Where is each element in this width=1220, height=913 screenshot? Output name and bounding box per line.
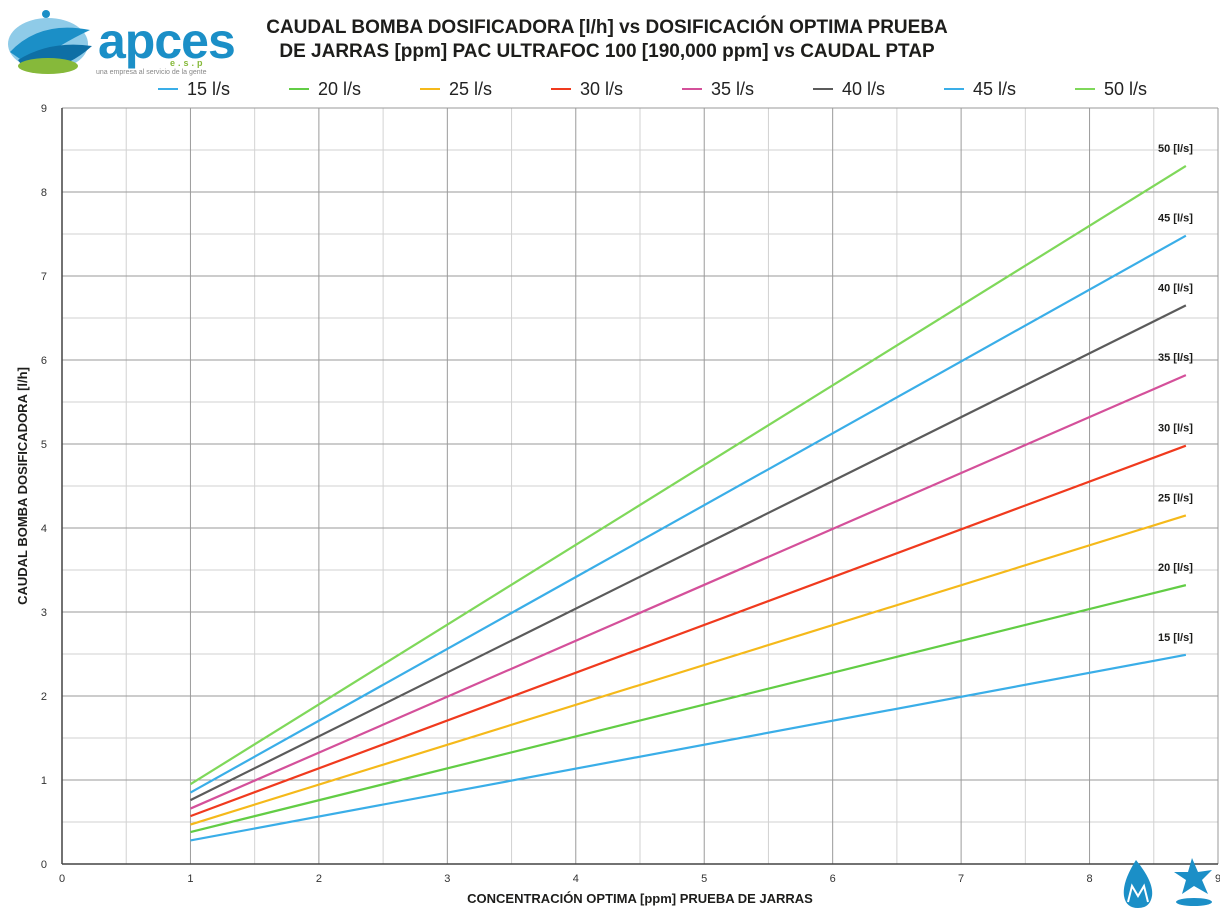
y-tick-label: 4 <box>41 523 47 535</box>
series-end-label: 30 [l/s] <box>1158 423 1193 435</box>
series-end-label: 40 [l/s] <box>1158 282 1193 294</box>
chart-title: CAUDAL BOMBA DOSIFICADORA [l/h] vs DOSIF… <box>222 16 992 64</box>
water-drop-logo-icon <box>8 10 92 74</box>
legend-item: 50 l/s <box>1075 78 1147 100</box>
legend-item: 25 l/s <box>420 78 492 100</box>
legend-swatch <box>813 88 833 90</box>
x-tick-label: 0 <box>59 873 65 885</box>
y-tick-label: 3 <box>41 607 47 619</box>
series-end-labels: 15 [l/s] 20 [l/s] 25 [l/s] 30 [l/s] 35 [l/s]… <box>1158 143 1193 644</box>
legend-item: 20 l/s <box>289 78 361 100</box>
y-tick-label: 0 <box>41 859 47 871</box>
y-tick-label: 5 <box>41 439 47 451</box>
legend-swatch <box>289 88 309 90</box>
legend-label: 50 l/s <box>1104 78 1148 99</box>
series-line <box>190 653 1187 842</box>
series-line <box>190 584 1187 834</box>
legend-swatch <box>682 88 702 90</box>
series-line <box>189 304 1187 802</box>
series-end-label: 45 [l/s] <box>1158 213 1193 225</box>
y-tick-label: 8 <box>41 187 47 199</box>
minor-gridlines <box>62 108 1218 864</box>
legend-swatch <box>158 88 178 90</box>
y-tick-label: 7 <box>41 271 47 283</box>
x-tick-label: 9 <box>1215 873 1220 885</box>
series-end-label: 25 [l/s] <box>1158 492 1193 504</box>
x-tick-label: 6 <box>830 873 836 885</box>
series-line <box>189 165 1187 786</box>
x-tick-label: 3 <box>444 873 450 885</box>
corner-logos <box>1123 858 1212 908</box>
y-tick-label: 2 <box>41 691 47 703</box>
legend-swatch <box>420 88 440 90</box>
chart-title-line-1: CAUDAL BOMBA DOSIFICADORA [l/h] vs DOSIF… <box>266 17 948 38</box>
chart-axes <box>61 108 1218 865</box>
x-tick-label: 7 <box>958 873 964 885</box>
logo-suffix: e.s.p <box>170 58 206 68</box>
x-tick-label: 2 <box>316 873 322 885</box>
legend-label: 40 l/s <box>842 78 886 99</box>
series-lines <box>189 165 1187 842</box>
y-tick-label: 9 <box>41 103 47 115</box>
mm-logo-icon <box>1123 860 1153 908</box>
legend-label: 20 l/s <box>318 78 362 99</box>
series-line <box>189 234 1187 794</box>
series-line <box>190 374 1187 810</box>
legend-item: 40 l/s <box>813 78 885 100</box>
logo-tagline: una empresa al servicio de la gente <box>96 69 207 76</box>
x-tick-label: 4 <box>573 873 579 885</box>
legend-item: 35 l/s <box>682 78 754 100</box>
y-tick-label: 1 <box>41 775 47 787</box>
legend-label: 25 l/s <box>449 78 493 99</box>
y-tick-label: 6 <box>41 355 47 367</box>
legend-item: 15 l/s <box>158 78 230 100</box>
logo-brand: apces <box>98 13 236 69</box>
legend-label: 30 l/s <box>580 78 624 99</box>
y-axis-label: CAUDAL BOMBA DOSIFICADORA [l/h] <box>15 367 30 605</box>
apces-logo: apces e.s.p una empresa al servicio de l… <box>0 0 236 82</box>
legend-swatch <box>551 88 571 90</box>
series-end-label: 20 [l/s] <box>1158 562 1193 574</box>
series-end-label: 50 [l/s] <box>1158 143 1193 155</box>
legend-label: 35 l/s <box>711 78 755 99</box>
water-splash-logo-icon <box>1174 858 1212 906</box>
x-axis-label: CONCENTRACIÓN OPTIMA [ppm] PRUEBA DE JAR… <box>467 891 813 906</box>
chart-legend: 15 l/s 20 l/s 25 l/s 30 l/s 35 l/s 40 l/s 45 l… <box>158 78 1158 100</box>
series-end-label: 35 [l/s] <box>1158 352 1193 364</box>
legend-item: 45 l/s <box>944 78 1016 100</box>
legend-swatch <box>1075 88 1095 90</box>
series-end-label: 15 [l/s] <box>1158 632 1193 644</box>
series-line <box>190 444 1187 818</box>
legend-swatch <box>944 88 964 90</box>
legend-item: 30 l/s <box>551 78 623 100</box>
tick-labels: 0 1 2 3 4 5 6 7 8 9 0 1 2 3 4 5 6 7 8 9 <box>41 103 1220 885</box>
legend-label: 15 l/s <box>187 78 231 99</box>
legend-label: 45 l/s <box>973 78 1017 99</box>
x-tick-label: 1 <box>187 873 193 885</box>
series-line <box>190 514 1187 826</box>
chart-title-line-2: DE JARRAS [ppm] PAC ULTRAFOC 100 [190,00… <box>279 41 935 62</box>
x-tick-label: 5 <box>701 873 707 885</box>
x-tick-label: 8 <box>1086 873 1092 885</box>
